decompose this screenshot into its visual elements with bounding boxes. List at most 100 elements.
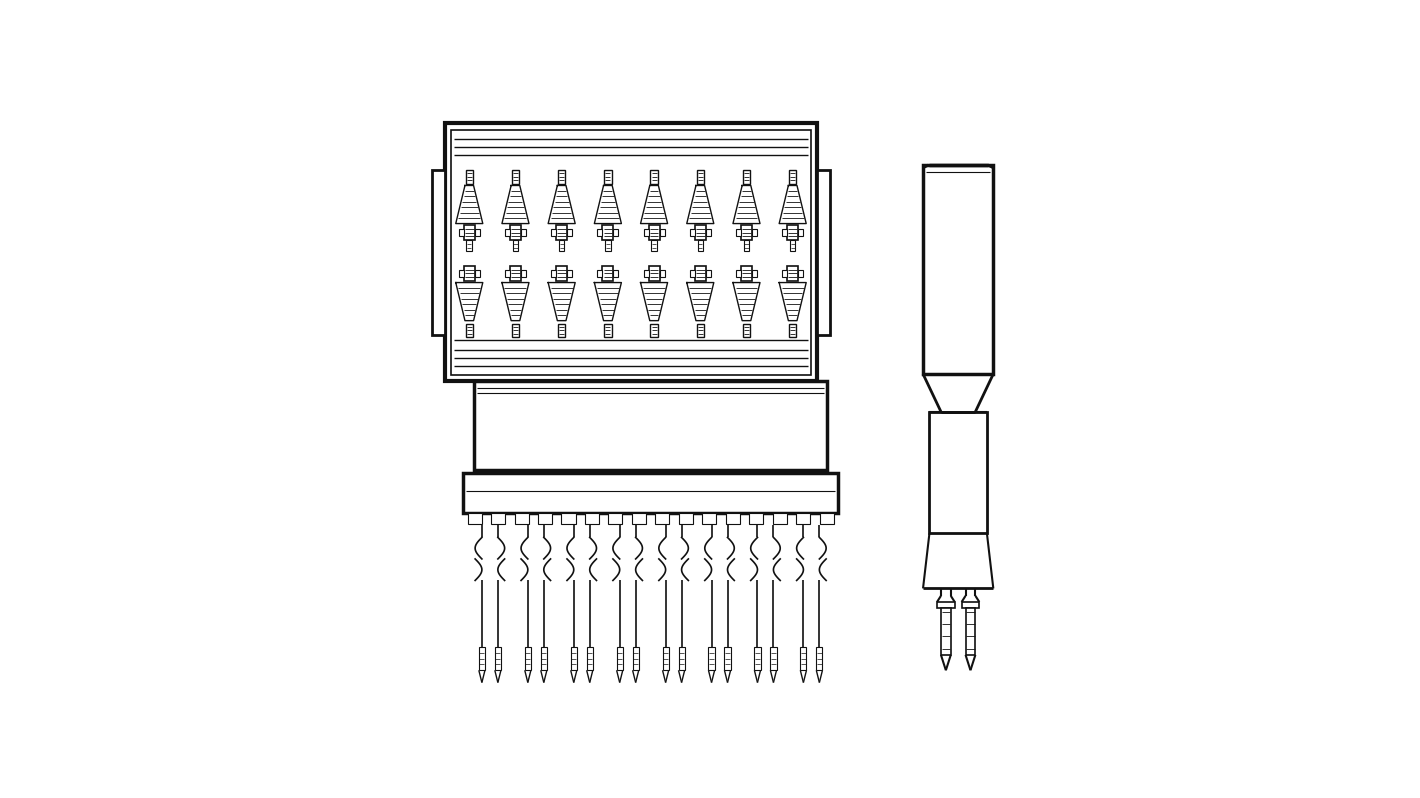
Bar <box>736 270 741 277</box>
Bar <box>506 229 510 236</box>
Bar <box>474 270 480 277</box>
Bar <box>750 513 764 524</box>
Polygon shape <box>501 185 530 223</box>
Polygon shape <box>640 282 667 321</box>
Bar <box>790 240 795 251</box>
Bar <box>782 229 787 236</box>
Bar <box>602 266 613 281</box>
Bar <box>930 413 987 533</box>
Bar <box>743 170 750 184</box>
Bar <box>754 647 761 670</box>
Bar <box>706 229 711 236</box>
Bar <box>961 602 980 608</box>
Bar <box>937 602 954 608</box>
Bar <box>511 170 520 184</box>
Bar <box>463 473 838 513</box>
Bar <box>694 225 706 240</box>
Bar <box>521 229 525 236</box>
Bar <box>771 647 777 670</box>
Polygon shape <box>733 185 760 223</box>
Bar <box>801 647 807 670</box>
Bar <box>525 647 531 670</box>
Bar <box>816 647 822 670</box>
Bar <box>459 229 464 236</box>
Polygon shape <box>456 185 483 223</box>
Bar <box>652 240 657 251</box>
Bar <box>741 225 753 240</box>
Bar <box>551 229 557 236</box>
Bar <box>474 229 480 236</box>
Bar <box>660 229 665 236</box>
Bar <box>567 270 572 277</box>
Bar <box>782 270 787 277</box>
Bar <box>586 647 592 670</box>
Polygon shape <box>733 282 760 321</box>
Bar <box>679 513 693 524</box>
Bar <box>709 647 714 670</box>
Bar <box>613 229 618 236</box>
Bar <box>753 229 757 236</box>
Bar <box>514 513 528 524</box>
Bar <box>557 266 567 281</box>
Bar <box>452 129 811 375</box>
Bar <box>726 513 740 524</box>
Bar <box>444 124 816 381</box>
Bar <box>558 324 565 338</box>
Bar <box>541 647 547 670</box>
Bar <box>819 513 834 524</box>
Bar <box>608 513 622 524</box>
Bar <box>604 324 612 338</box>
Bar <box>694 266 706 281</box>
Bar <box>467 240 471 251</box>
Bar <box>787 266 798 281</box>
Bar <box>790 324 797 338</box>
Bar <box>650 170 657 184</box>
Bar <box>467 513 481 524</box>
Bar <box>706 270 711 277</box>
Polygon shape <box>687 185 714 223</box>
Bar <box>649 225 660 240</box>
Bar <box>816 170 831 335</box>
Bar <box>494 647 501 670</box>
Bar <box>559 240 564 251</box>
Bar <box>616 647 623 670</box>
Bar <box>491 513 506 524</box>
Bar <box>643 229 649 236</box>
Bar <box>464 266 474 281</box>
Bar <box>613 270 618 277</box>
Polygon shape <box>548 185 575 223</box>
Polygon shape <box>548 282 575 321</box>
Bar <box>466 170 473 184</box>
Bar <box>966 608 976 655</box>
Bar <box>772 513 787 524</box>
Bar <box>660 270 665 277</box>
Bar <box>571 647 577 670</box>
Bar <box>663 647 669 670</box>
Bar <box>790 170 797 184</box>
Bar <box>604 170 612 184</box>
Bar <box>510 225 521 240</box>
Bar <box>798 229 804 236</box>
Bar <box>432 170 444 335</box>
Bar <box>605 240 611 251</box>
Bar <box>521 270 525 277</box>
Bar <box>602 225 613 240</box>
Bar <box>679 647 684 670</box>
Bar <box>513 240 518 251</box>
Bar <box>538 513 552 524</box>
Bar <box>551 270 557 277</box>
Bar <box>650 324 657 338</box>
Bar <box>506 270 510 277</box>
Bar <box>557 225 567 240</box>
Bar <box>798 270 804 277</box>
Bar <box>655 513 669 524</box>
Bar <box>649 266 660 281</box>
Bar <box>690 270 694 277</box>
Bar <box>690 229 694 236</box>
Bar <box>724 647 731 670</box>
Bar <box>510 266 521 281</box>
Bar <box>697 240 703 251</box>
Bar <box>743 324 750 338</box>
Bar <box>585 513 599 524</box>
Bar <box>466 324 473 338</box>
